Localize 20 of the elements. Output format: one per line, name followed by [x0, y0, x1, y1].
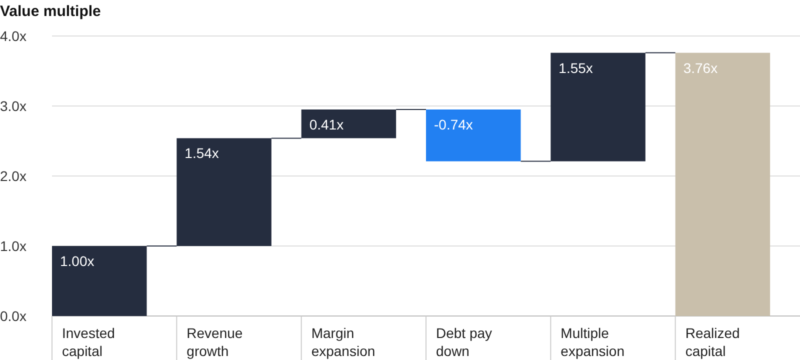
y-tick-label: 4.0x: [0, 28, 26, 44]
bar: [675, 52, 770, 316]
y-tick-label: 3.0x: [0, 98, 26, 114]
x-tick-label: Debt pay down: [436, 325, 492, 359]
y-tick-label: 2.0x: [0, 168, 26, 184]
bar: [426, 110, 521, 162]
data-label: 1.00x: [60, 253, 94, 269]
y-tick-label: 1.0x: [0, 238, 26, 254]
x-tick-label: Revenue growth: [186, 325, 243, 359]
data-label: -0.74x: [434, 116, 473, 132]
chart-title: Value multiple: [0, 3, 101, 20]
data-label: 3.76x: [683, 60, 718, 76]
data-label: 0.41x: [309, 116, 344, 132]
y-tick-label: 0.0x: [0, 308, 26, 324]
data-label: 1.54x: [184, 145, 219, 162]
x-tick-label: Invested capital: [62, 325, 115, 359]
x-tick-label: Margin expansion: [311, 325, 376, 359]
x-tick-label: Realized capital: [685, 325, 740, 359]
data-label: 1.55x: [558, 60, 593, 76]
x-tick-label: Multiple expansion: [560, 325, 624, 359]
